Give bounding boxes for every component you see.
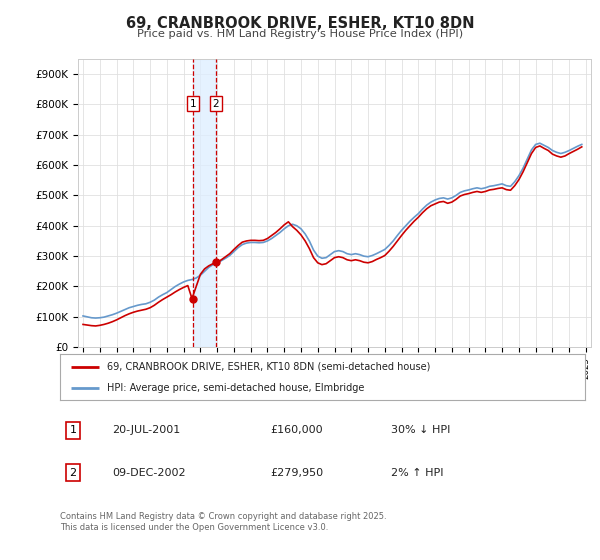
Text: 1: 1 <box>70 425 77 435</box>
Bar <box>193 59 216 347</box>
Text: £279,950: £279,950 <box>270 468 323 478</box>
Text: 2: 2 <box>70 468 77 478</box>
Text: 2: 2 <box>212 99 219 109</box>
Text: HPI: Average price, semi-detached house, Elmbridge: HPI: Average price, semi-detached house,… <box>107 383 365 393</box>
Text: Price paid vs. HM Land Registry's House Price Index (HPI): Price paid vs. HM Land Registry's House … <box>137 29 463 39</box>
Text: 20-JUL-2001: 20-JUL-2001 <box>113 425 181 435</box>
Text: 1: 1 <box>190 99 196 109</box>
Text: Contains HM Land Registry data © Crown copyright and database right 2025.
This d: Contains HM Land Registry data © Crown c… <box>60 512 386 532</box>
Text: 30% ↓ HPI: 30% ↓ HPI <box>391 425 450 435</box>
Text: 2% ↑ HPI: 2% ↑ HPI <box>391 468 443 478</box>
Text: 69, CRANBROOK DRIVE, ESHER, KT10 8DN (semi-detached house): 69, CRANBROOK DRIVE, ESHER, KT10 8DN (se… <box>107 362 431 372</box>
Text: 69, CRANBROOK DRIVE, ESHER, KT10 8DN: 69, CRANBROOK DRIVE, ESHER, KT10 8DN <box>126 16 474 31</box>
Text: 09-DEC-2002: 09-DEC-2002 <box>113 468 186 478</box>
Text: £160,000: £160,000 <box>270 425 323 435</box>
